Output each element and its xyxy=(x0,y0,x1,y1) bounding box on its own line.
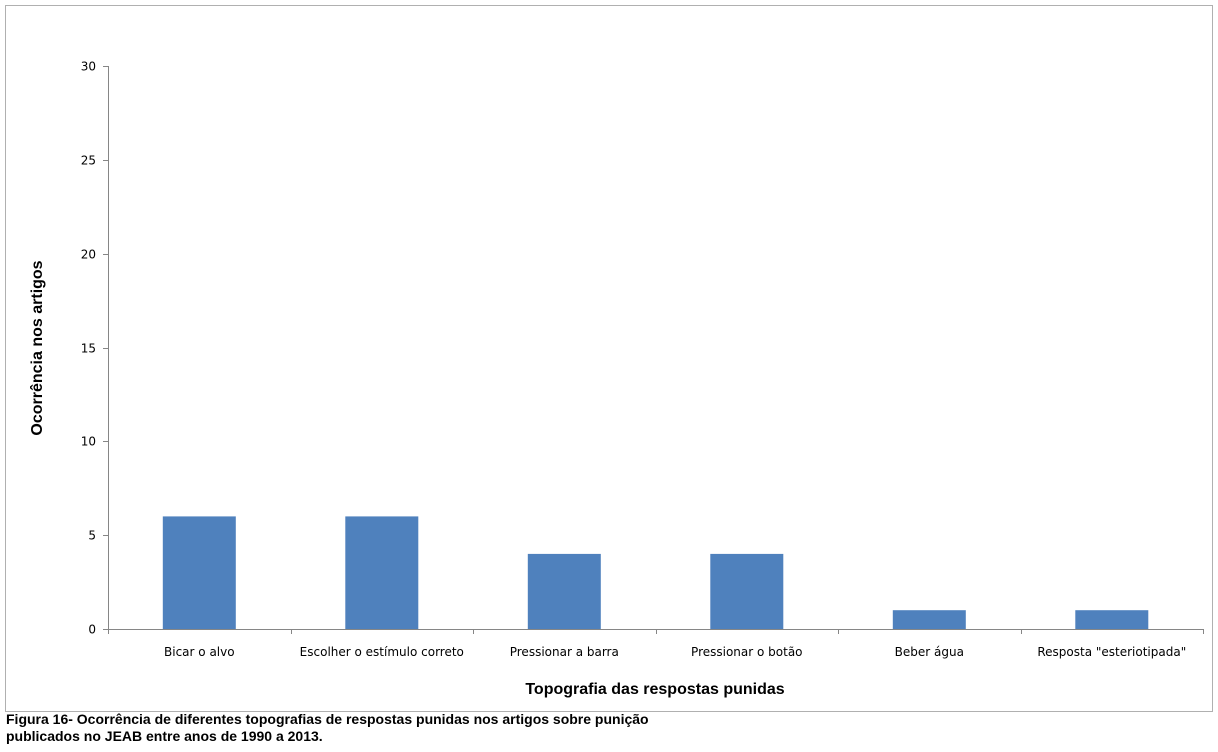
bar xyxy=(345,516,419,629)
x-tick-label: Escolher o estímulo correto xyxy=(300,645,464,659)
y-axis-title: Ocorrência nos artigos xyxy=(29,260,46,435)
plot-area: 0 5 10 15 20 25 30 Bicar o alvo Escolher o estím… xyxy=(81,60,1204,659)
x-tick-label: Pressionar o botão xyxy=(691,645,802,659)
figure-caption-line-1: Figura 16- Ocorrência de diferentes topo… xyxy=(6,711,649,727)
y-tick-label: 5 xyxy=(88,529,96,543)
bar xyxy=(527,553,601,629)
y-tick-label: 10 xyxy=(81,435,96,449)
x-tick-label: Pressionar a barra xyxy=(510,645,619,659)
bar xyxy=(892,610,966,629)
figure-caption: Figura 16- Ocorrência de diferentes topo… xyxy=(6,711,906,745)
y-tick-label: 15 xyxy=(81,342,96,356)
x-tick-label: Beber água xyxy=(895,645,964,659)
bar xyxy=(1075,610,1149,629)
x-tick-label: Resposta "esteriotipada" xyxy=(1037,645,1186,659)
x-tick-label: Bicar o alvo xyxy=(164,645,235,659)
bar xyxy=(162,516,236,629)
y-tick-label: 0 xyxy=(88,623,96,637)
y-tick-label: 30 xyxy=(81,60,96,74)
x-axis-title: Topografia das respostas punidas xyxy=(525,681,784,698)
bar xyxy=(710,553,784,629)
figure-caption-line-2: publicados no JEAB entre anos de 1990 a … xyxy=(6,728,323,744)
y-tick-label: 20 xyxy=(81,248,96,262)
y-tick-label: 25 xyxy=(81,154,96,168)
